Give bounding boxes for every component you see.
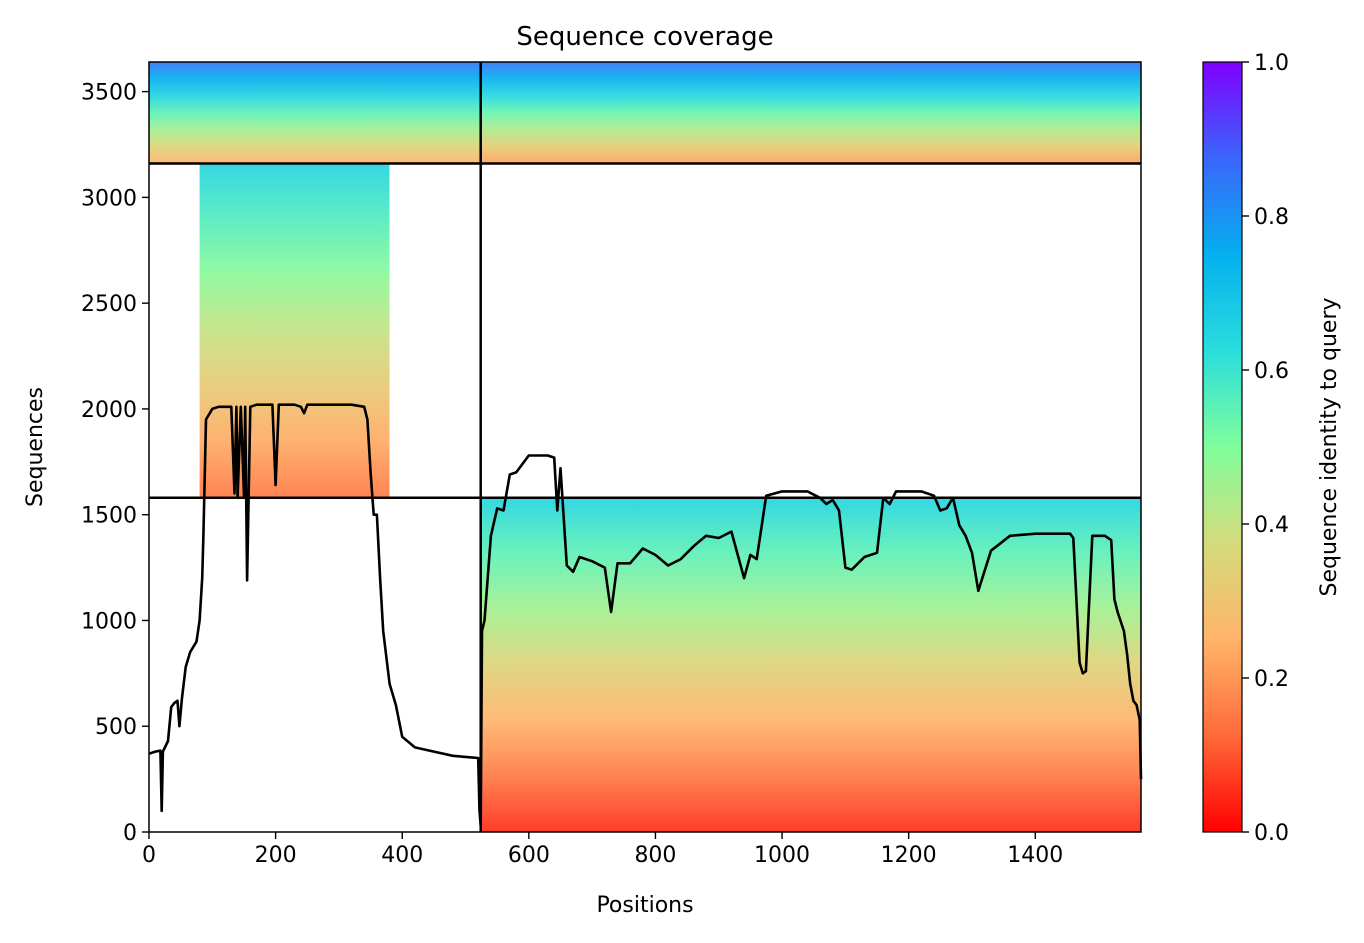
x-tick-label: 1000 (754, 843, 810, 868)
x-tick-label: 600 (508, 843, 550, 868)
colorbar-tick-label: 0.2 (1254, 667, 1289, 692)
x-tick-label: 200 (255, 843, 297, 868)
y-axis-label: Sequences (23, 387, 48, 507)
x-axis: 0 200 400 600 800 1000 1200 1400 (142, 832, 1063, 868)
x-tick-label: 800 (634, 843, 676, 868)
plot-area (148, 61, 1143, 833)
x-tick-label: 1200 (881, 843, 937, 868)
coverage-line-layer (148, 403, 1143, 828)
colorbar-tick-label: 0.4 (1254, 513, 1289, 538)
colorbar-ticks: 0.0 0.2 0.4 0.6 0.8 1.0 (1242, 51, 1289, 846)
plot-frame (148, 61, 1142, 833)
colorbar-tick-label: 0.8 (1254, 205, 1289, 230)
x-tick-label: 400 (381, 843, 423, 868)
x-tick-label: 0 (142, 843, 156, 868)
heatmap-block (480, 62, 1141, 164)
y-axis: 0 500 1000 1500 2000 2500 3000 3500 (81, 81, 149, 846)
y-tick-label: 3500 (81, 81, 137, 106)
y-tick-label: 2000 (81, 398, 137, 423)
y-tick-label: 0 (123, 821, 137, 846)
y-tick-label: 1000 (81, 609, 137, 634)
x-tick-label: 1400 (1007, 843, 1063, 868)
y-tick-label: 3000 (81, 186, 137, 211)
heatmap-block (199, 163, 390, 498)
y-tick-label: 1500 (81, 504, 137, 529)
y-tick-label: 2500 (81, 292, 137, 317)
heatmap-block (149, 62, 481, 164)
y-tick-label: 500 (95, 715, 137, 740)
heatmap-block (480, 497, 1141, 832)
colorbar-tick-label: 0.6 (1254, 359, 1289, 384)
colorbar-tick-label: 1.0 (1254, 51, 1289, 76)
colorbar-gradient (1202, 61, 1243, 833)
colorbar-tick-label: 0.0 (1254, 821, 1289, 846)
x-axis-label: Positions (596, 893, 693, 918)
chart-title: Sequence coverage (516, 22, 773, 52)
coverage-line (148, 403, 1143, 828)
colorbar: 0.0 0.2 0.4 0.6 0.8 1.0 Sequence identity to … (1202, 51, 1342, 846)
colorbar-label: Sequence identity to query (1317, 297, 1342, 596)
heatmap-blocks (149, 62, 1141, 832)
